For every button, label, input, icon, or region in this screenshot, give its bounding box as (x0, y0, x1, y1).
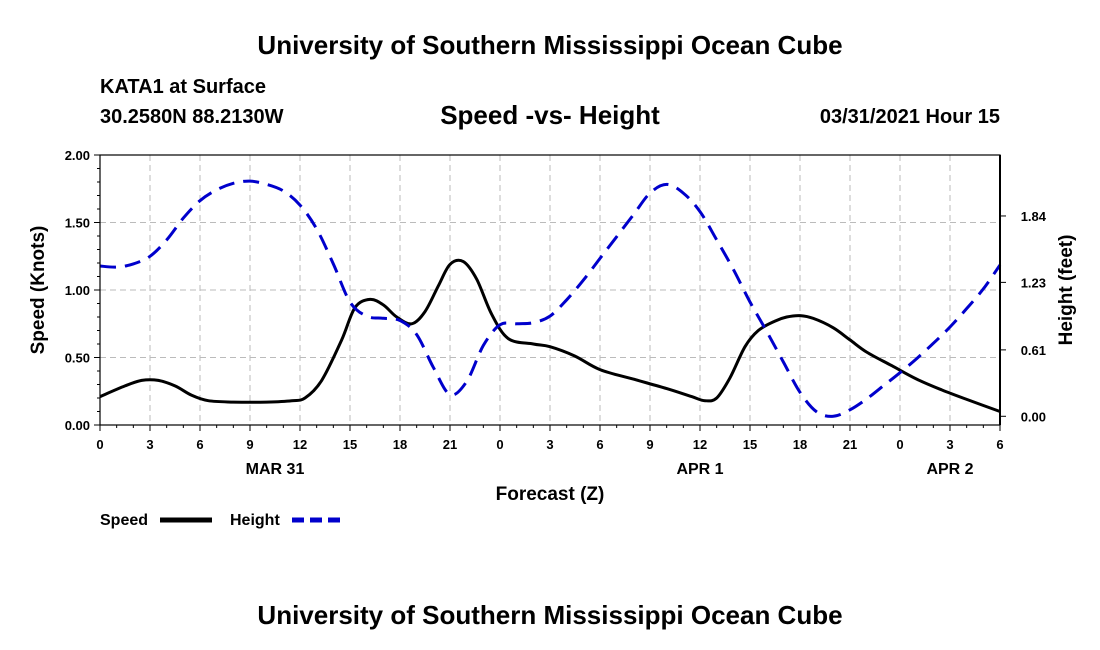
axis-ticks: 0 3 6 9 12 15 18 21 0 3 6 9 12 15 18 21 0 3 6 0.00 0.50 1.00 1… (65, 148, 1047, 478)
x-tick-label: 15 (743, 437, 757, 452)
y-right-tick-label: 0.61 (1021, 343, 1046, 358)
station-label: KATA1 at Surface (100, 76, 266, 98)
datetime-label: 03/31/2021 Hour 15 (819, 106, 1000, 128)
x-tick-label: 3 (546, 437, 553, 452)
y-right-tick-label: 0.00 (1021, 409, 1046, 424)
x-date-label: MAR 31 (246, 461, 305, 478)
y-left-tick-label: 2.00 (65, 148, 90, 163)
location-label: 30.2580N 88.2130W (100, 106, 284, 128)
x-tick-label: 3 (146, 437, 153, 452)
legend-speed-label: Speed (100, 512, 148, 529)
legend: Speed Height (100, 512, 342, 529)
x-date-label: APR 1 (676, 461, 723, 478)
x-date-label: APR 2 (926, 461, 973, 478)
x-tick-label: 12 (693, 437, 707, 452)
x-tick-label: 0 (896, 437, 903, 452)
x-tick-label: 12 (293, 437, 307, 452)
y-left-tick-label: 0.00 (65, 418, 90, 433)
height-series-line (99, 179, 1002, 418)
chart-title: Speed -vs- Height (440, 100, 660, 130)
x-tick-label: 0 (496, 437, 503, 452)
y-left-tick-label: 0.50 (65, 351, 90, 366)
x-tick-label: 9 (246, 437, 253, 452)
legend-height-label: Height (230, 512, 280, 529)
series-lines (99, 179, 1002, 418)
x-axis-label: Forecast (Z) (496, 484, 605, 505)
x-tick-label: 6 (196, 437, 203, 452)
y-left-tick-label: 1.00 (65, 283, 90, 298)
chart-header-title: University of Southern Mississippi Ocean… (257, 30, 843, 60)
y-right-tick-label: 1.84 (1021, 209, 1047, 224)
x-tick-label: 21 (843, 437, 857, 452)
x-tick-label: 9 (646, 437, 653, 452)
x-tick-label: 18 (793, 437, 807, 452)
y-right-axis-label: Height (feet) (1056, 235, 1077, 346)
x-tick-label: 21 (443, 437, 457, 452)
speed-series-line (99, 258, 1001, 413)
x-tick-label: 15 (343, 437, 357, 452)
x-tick-label: 3 (946, 437, 953, 452)
y-right-tick-label: 1.23 (1021, 275, 1046, 290)
footer-title: University of Southern Mississippi Ocean… (257, 600, 843, 630)
x-tick-label: 18 (393, 437, 407, 452)
y-left-tick-label: 1.50 (65, 216, 90, 231)
grid-lines (100, 155, 1000, 425)
x-tick-label: 6 (596, 437, 603, 452)
x-tick-label: 6 (996, 437, 1003, 452)
x-tick-label: 0 (96, 437, 103, 452)
y-left-axis-label: Speed (Knots) (28, 226, 49, 355)
